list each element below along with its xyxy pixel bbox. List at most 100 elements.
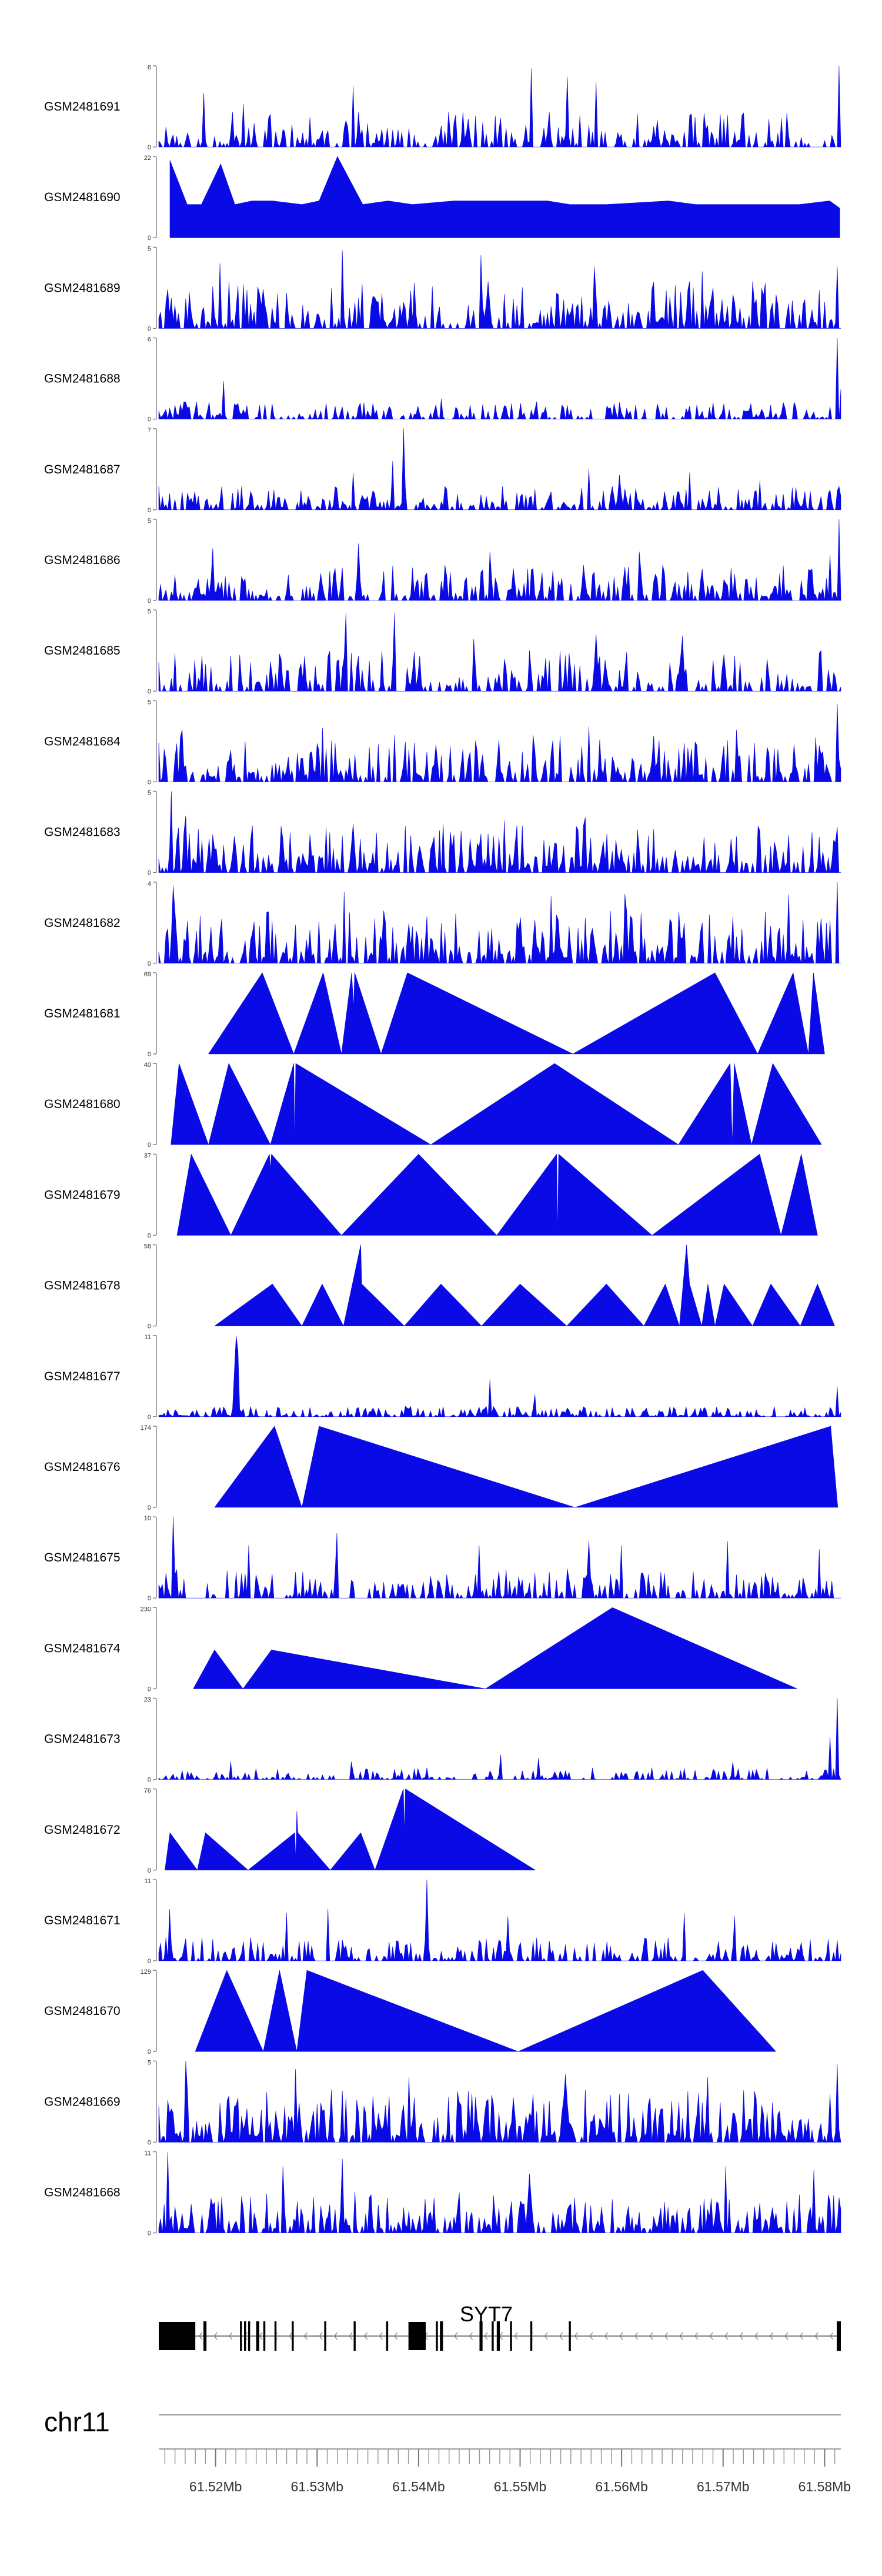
y-tick-label-max: 5 xyxy=(148,608,151,615)
y-tick-label-max: 22 xyxy=(144,155,151,162)
y-tick-label-max: 23 xyxy=(144,1697,151,1704)
track-label: GSM2481680 xyxy=(44,1097,121,1111)
strand-arrow xyxy=(229,2332,233,2340)
y-tick-label-max: 40 xyxy=(144,1062,151,1069)
track-GSM2481673: GSM2481673 23 0 xyxy=(44,1697,841,1784)
y-tick-label-zero: 0 xyxy=(148,1142,151,1149)
strand-arrow xyxy=(514,2332,518,2340)
exon xyxy=(274,2321,277,2351)
axis-tick-label: 61.56Mb xyxy=(595,2479,648,2494)
strand-arrow xyxy=(319,2332,323,2340)
track-GSM2481668: GSM2481668 11 0 xyxy=(44,2150,841,2237)
exon xyxy=(292,2321,294,2351)
track-label: GSM2481683 xyxy=(44,826,121,839)
y-tick-label-max: 6 xyxy=(148,64,151,71)
exon xyxy=(386,2321,389,2351)
strand-arrow xyxy=(694,2332,699,2340)
gene-label: SYT7 xyxy=(460,2302,513,2326)
exon xyxy=(263,2321,266,2351)
strand-arrow xyxy=(469,2332,473,2340)
y-tick-label-max: 174 xyxy=(141,1424,151,1432)
coverage-area xyxy=(195,1970,776,2052)
y-tick-label-max: 11 xyxy=(145,2150,151,2157)
strand-arrow xyxy=(604,2332,608,2340)
exon xyxy=(353,2321,356,2351)
exon xyxy=(240,2321,242,2351)
exon xyxy=(408,2322,426,2350)
coverage-area xyxy=(158,703,841,782)
y-tick-label-max: 5 xyxy=(148,245,151,252)
track-GSM2481684: GSM2481684 5 0 xyxy=(44,699,841,786)
track-GSM2481676: GSM2481676 174 0 xyxy=(44,1424,838,1511)
track-GSM2481683: GSM2481683 5 0 xyxy=(44,790,841,877)
exon xyxy=(256,2321,259,2351)
track-label: GSM2481670 xyxy=(44,2004,121,2018)
track-GSM2481681: GSM2481681 69 0 xyxy=(44,971,825,1058)
strand-arrow xyxy=(649,2332,653,2340)
exon xyxy=(510,2321,512,2351)
track-GSM2481678: GSM2481678 58 0 xyxy=(44,1243,835,1330)
exon xyxy=(496,2321,500,2351)
y-tick-label-max: 5 xyxy=(148,790,151,797)
axis-tick-label: 61.55Mb xyxy=(494,2479,547,2494)
y-tick-label-zero: 0 xyxy=(148,2048,151,2056)
coverage-area xyxy=(158,428,841,510)
track-label: GSM2481672 xyxy=(44,1823,121,1837)
track-label: GSM2481688 xyxy=(44,372,121,386)
track-label: GSM2481671 xyxy=(44,1914,121,1927)
strand-arrow xyxy=(664,2332,669,2340)
exon xyxy=(479,2321,483,2351)
track-GSM2481677: GSM2481677 11 0 xyxy=(44,1334,841,1421)
exon xyxy=(530,2321,533,2351)
track-label: GSM2481668 xyxy=(44,2186,121,2200)
strand-arrow xyxy=(709,2332,713,2340)
track-GSM2481671: GSM2481671 11 0 xyxy=(44,1878,841,1965)
y-tick-label-zero: 0 xyxy=(148,1323,151,1330)
chromosome-label: chr11 xyxy=(44,2407,110,2437)
y-tick-label-zero: 0 xyxy=(148,1595,151,1602)
track-GSM2481670: GSM2481670 129 0 xyxy=(44,1968,776,2056)
strand-arrow xyxy=(289,2332,293,2340)
track-label: GSM2481674 xyxy=(44,1641,121,1655)
y-tick-label-zero: 0 xyxy=(148,870,151,877)
axis-tick-label: 61.57Mb xyxy=(697,2479,750,2494)
coverage-area xyxy=(214,1426,838,1508)
y-tick-label-max: 76 xyxy=(144,1787,151,1794)
coverage-area xyxy=(214,1244,835,1326)
strand-arrow xyxy=(739,2332,743,2340)
strand-arrow xyxy=(198,2332,203,2340)
y-tick-label-zero: 0 xyxy=(148,235,151,242)
exon xyxy=(244,2321,246,2351)
y-tick-label-zero: 0 xyxy=(148,2139,151,2146)
track-label: GSM2481685 xyxy=(44,644,121,658)
exon xyxy=(440,2321,443,2351)
strand-arrow xyxy=(544,2332,548,2340)
axis-tick-label: 61.52Mb xyxy=(189,2479,242,2494)
coverage-area xyxy=(158,338,841,419)
track-GSM2481691: GSM2481691 6 0 xyxy=(44,64,841,151)
track-GSM2481675: GSM2481675 10 0 xyxy=(44,1515,841,1602)
exon xyxy=(248,2321,250,2351)
strand-arrow xyxy=(559,2332,563,2340)
y-tick-label-zero: 0 xyxy=(148,1232,151,1239)
y-tick-label-max: 5 xyxy=(148,2059,151,2066)
track-label: GSM2481673 xyxy=(44,1733,121,1746)
coverage-area xyxy=(158,1516,841,1599)
coverage-area xyxy=(158,1879,841,1961)
gene-track: SYT7 xyxy=(159,2302,841,2351)
track-GSM2481672: GSM2481672 76 0 xyxy=(44,1787,536,1874)
track-GSM2481690: GSM2481690 22 0 xyxy=(44,155,840,242)
exon xyxy=(159,2322,196,2350)
strand-arrow xyxy=(454,2332,458,2340)
y-tick-label-zero: 0 xyxy=(148,144,151,151)
y-tick-label-max: 37 xyxy=(144,1152,151,1159)
coverage-area xyxy=(158,519,841,601)
strand-arrow xyxy=(769,2332,773,2340)
track-label: GSM2481676 xyxy=(44,1460,121,1474)
track-label: GSM2481681 xyxy=(44,1007,121,1020)
y-tick-label-zero: 0 xyxy=(148,1051,151,1058)
y-tick-label-zero: 0 xyxy=(148,325,151,332)
y-tick-label-max: 11 xyxy=(145,1334,151,1341)
y-tick-label-zero: 0 xyxy=(148,507,151,514)
exon xyxy=(203,2321,207,2351)
